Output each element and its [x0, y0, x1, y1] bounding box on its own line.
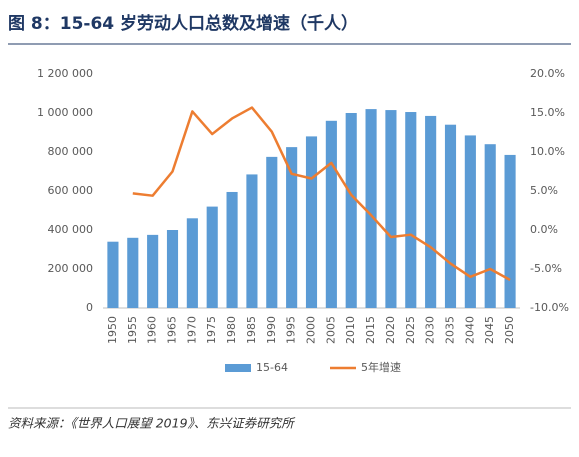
x-tick-label: 1980	[225, 316, 238, 344]
bar	[107, 241, 119, 308]
bar	[464, 135, 476, 308]
y-tick-label: 400 000	[48, 223, 94, 236]
legend-label: 15-64	[256, 361, 288, 374]
bar	[147, 234, 159, 308]
x-tick-label: 2000	[305, 316, 318, 344]
x-tick-label: 2050	[503, 316, 516, 344]
x-tick-label: 1985	[245, 316, 258, 344]
x-tick-label: 1995	[285, 316, 298, 344]
line	[132, 106, 511, 282]
bar	[226, 191, 238, 308]
x-tick-label: 2030	[424, 316, 437, 344]
bar	[405, 112, 417, 309]
bar	[325, 120, 337, 308]
x-tick-label: 2035	[444, 316, 457, 344]
bar	[305, 136, 318, 308]
bar	[206, 206, 218, 308]
bar	[166, 230, 179, 308]
bar	[444, 124, 457, 308]
bar	[425, 115, 437, 308]
x-tick-label: 1960	[146, 316, 159, 344]
y2-tick-label: 15.0%	[530, 106, 565, 119]
source: 资料来源：《世界人口展望 2019》、东兴证券研究所	[8, 416, 296, 431]
y2-tick-label: 20.0%	[530, 67, 565, 80]
bar	[246, 174, 258, 308]
x-tick-label: 2010	[344, 316, 357, 344]
y2-tick-label: 10.0%	[530, 145, 565, 158]
x-tick-label: 1970	[185, 316, 198, 344]
y2-tick-label: -5.0%	[530, 262, 562, 275]
y-tick-label: 600 000	[48, 184, 94, 197]
x-tick-label: 2020	[384, 316, 397, 344]
bar	[345, 113, 357, 308]
bar	[266, 156, 278, 308]
x-tick-label: 2025	[404, 316, 417, 344]
bar	[484, 144, 496, 308]
bar	[385, 110, 397, 308]
y-tick-label: 1 200 000	[37, 67, 93, 80]
x-tick-label: 2040	[463, 316, 476, 344]
x-tick-label: 2015	[364, 316, 377, 344]
bar	[504, 154, 516, 308]
x-tick-label: 1950	[106, 316, 119, 344]
x-tick-label: 2005	[324, 316, 337, 344]
y2-tick-label: 5.0%	[530, 184, 558, 197]
y-tick-label: 200 000	[48, 262, 94, 275]
x-tick-label: 1965	[166, 316, 179, 344]
bar	[286, 147, 298, 308]
y-tick-label: 0	[86, 301, 93, 314]
legend-swatch	[225, 364, 251, 372]
y2-tick-label: -10.0%	[530, 301, 569, 314]
chart-title: 图 8：15-64 岁劳动人口总数及增速（千人）	[8, 13, 358, 34]
bar	[127, 237, 139, 308]
x-tick-label: 1975	[205, 316, 218, 344]
y2-tick-label: 0.0%	[530, 223, 558, 236]
bar	[365, 109, 377, 308]
x-tick-label: 2045	[483, 316, 496, 344]
x-tick-label: 1990	[265, 316, 278, 344]
y-tick-label: 1 000 000	[37, 106, 93, 119]
legend-label: 5年增速	[361, 360, 401, 374]
bar	[186, 218, 198, 308]
x-tick-label: 1955	[126, 316, 139, 344]
y-tick-label: 800 000	[48, 145, 94, 158]
